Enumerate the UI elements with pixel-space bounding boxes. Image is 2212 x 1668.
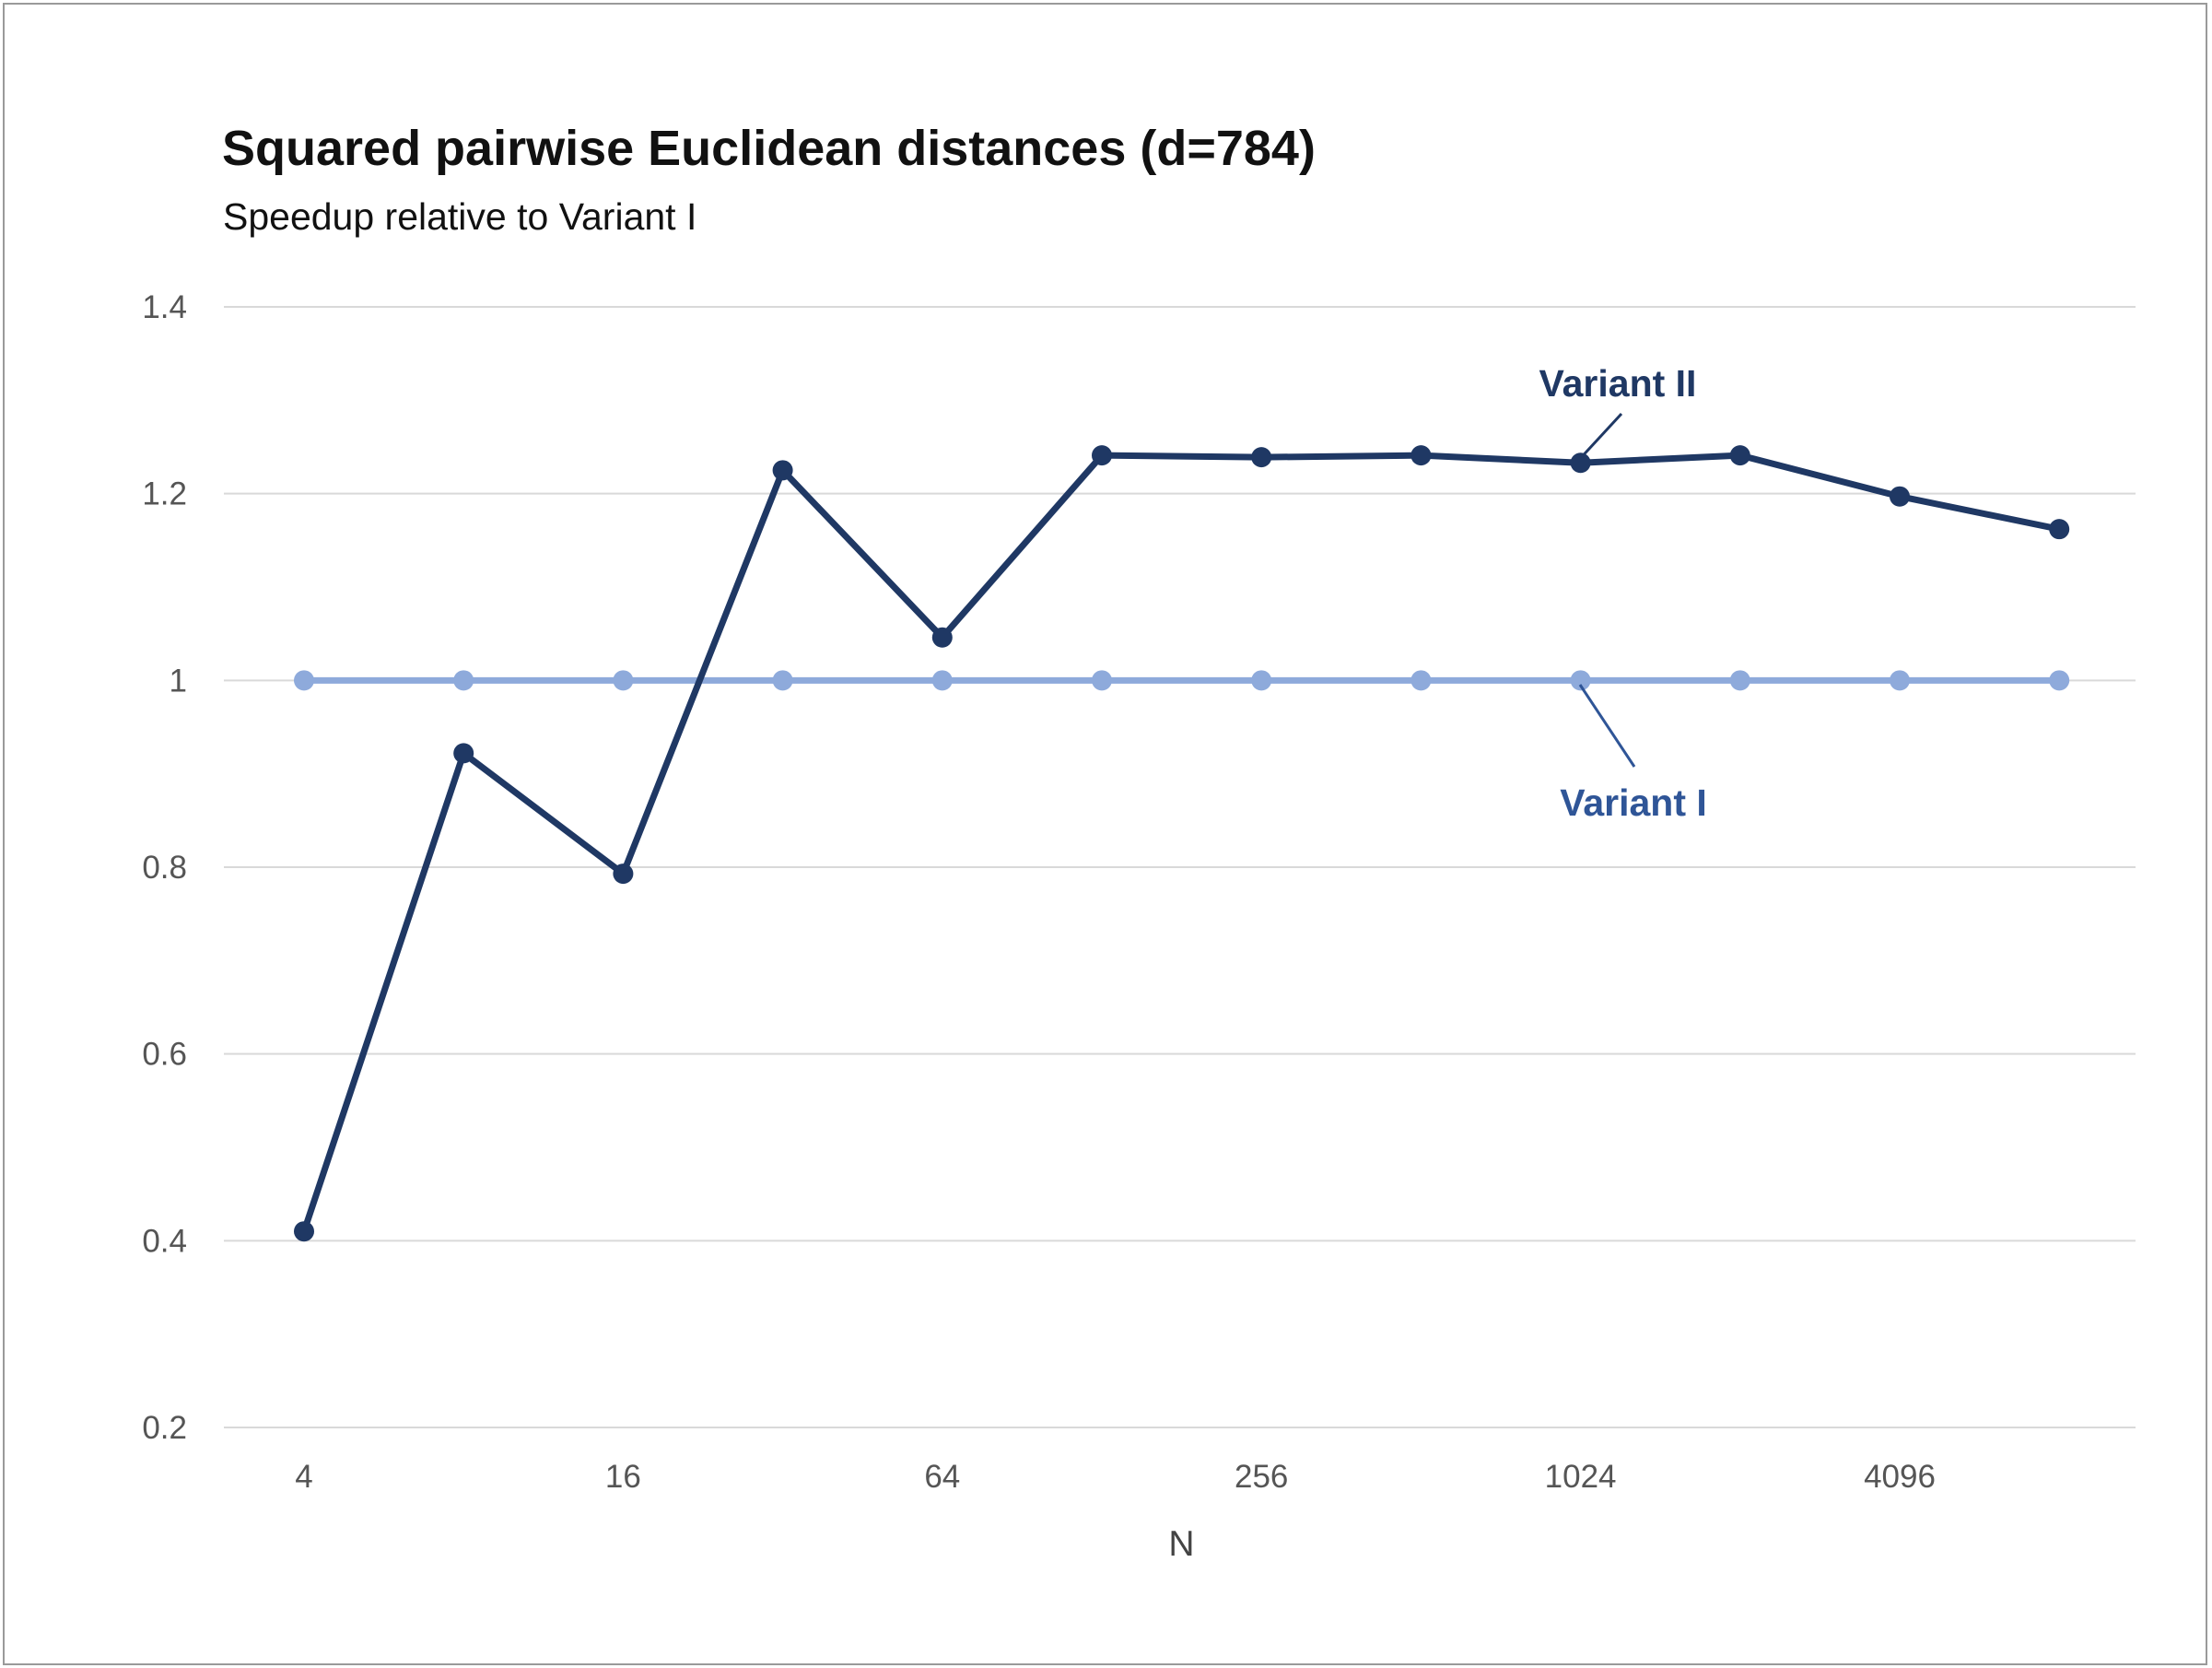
data-point-variant-ii (453, 743, 474, 764)
data-point-variant-i (1251, 670, 1272, 691)
data-point-variant-i (931, 670, 953, 691)
data-point-variant-ii (613, 863, 634, 885)
x-axis-ticks: 4 16 64 256 1024 4096 (295, 1459, 1936, 1495)
data-point-variant-i (1410, 670, 1432, 691)
x-tick-label: 16 (605, 1459, 641, 1495)
y-tick-label: 0.6 (142, 1037, 187, 1073)
data-point-variant-i (453, 670, 474, 691)
y-tick-label: 0.8 (142, 850, 187, 886)
x-tick-label: 4096 (1864, 1459, 1936, 1495)
leader-line-variant-i (1578, 684, 1636, 768)
data-point-variant-i (772, 670, 793, 691)
data-point-variant-ii (1890, 486, 1910, 507)
x-tick-label: 1024 (1545, 1459, 1617, 1495)
series-variant-i (294, 670, 2070, 691)
gridlines (224, 306, 2136, 1428)
data-point-variant-ii (1570, 452, 1591, 474)
data-point-variant-i (1570, 670, 1591, 691)
data-point-variant-i (294, 670, 314, 691)
series-line-variant-ii (300, 452, 2060, 1233)
series-layer (294, 445, 2070, 1242)
x-axis-label: N (1168, 1524, 1194, 1564)
data-point-variant-ii (1251, 447, 1272, 468)
data-point-variant-i (613, 670, 634, 691)
x-tick-label: 64 (924, 1459, 960, 1495)
data-point-variant-ii (1729, 445, 1750, 466)
y-tick-label: 0.2 (142, 1410, 187, 1446)
y-tick-label: 0.4 (142, 1223, 187, 1259)
data-point-variant-ii (931, 627, 953, 648)
y-axis-ticks: 0.2 0.4 0.6 0.8 1 1.2 1.4 (142, 289, 187, 1446)
data-point-variant-i (2049, 670, 2070, 691)
data-point-variant-i (1729, 670, 1750, 691)
data-point-variant-i (1092, 670, 1112, 691)
data-point-variant-ii (1092, 445, 1112, 466)
y-tick-label: 1 (170, 663, 187, 699)
chart-subtitle: Speedup relative to Variant I (223, 195, 697, 238)
data-point-variant-i (1890, 670, 1910, 691)
data-point-variant-ii (294, 1221, 314, 1242)
data-point-variant-ii (2049, 519, 2070, 540)
series-labels: Variant I Variant II (1539, 362, 1707, 824)
series-label-variant-i: Variant I (1560, 781, 1707, 824)
data-point-variant-ii (1410, 445, 1432, 466)
x-tick-label: 256 (1235, 1459, 1288, 1495)
chart-title: Squared pairwise Euclidean distances (d=… (222, 121, 1316, 176)
chart-frame (3, 3, 2207, 1665)
data-point-variant-ii (772, 460, 793, 481)
y-tick-label: 1.4 (142, 289, 187, 325)
series-variant-ii (294, 445, 2070, 1242)
x-tick-label: 4 (295, 1459, 312, 1495)
leader-line-variant-ii (1575, 412, 1623, 464)
series-label-variant-ii: Variant II (1539, 362, 1697, 405)
y-tick-label: 1.2 (142, 476, 187, 512)
